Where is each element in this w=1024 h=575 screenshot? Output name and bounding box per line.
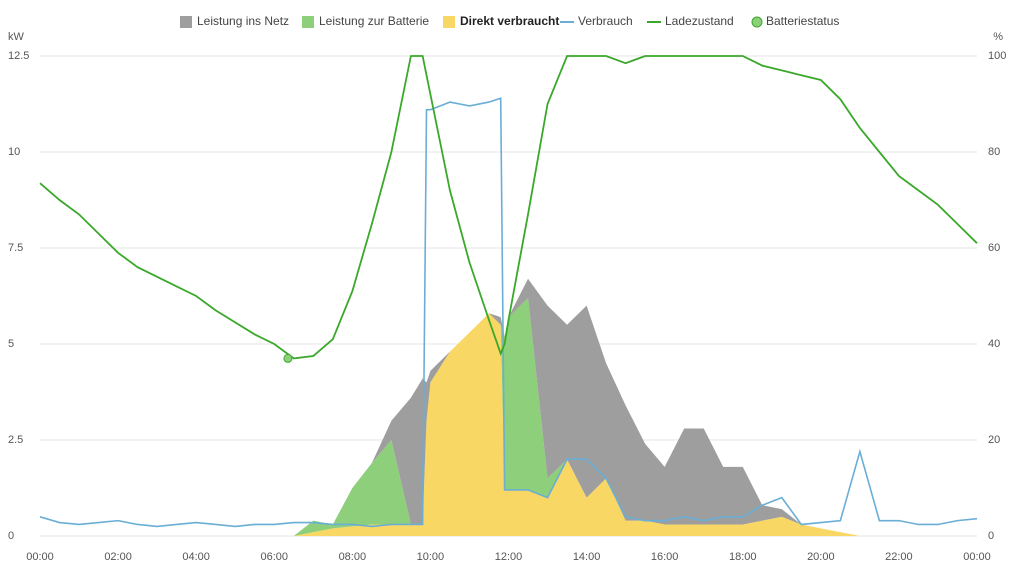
y2-tick-label: 40 bbox=[988, 338, 1000, 350]
y2-tick-label: 100 bbox=[988, 50, 1006, 62]
legend-swatch bbox=[751, 16, 763, 28]
x-tick-label: 18:00 bbox=[729, 551, 757, 563]
y-tick-label: 5 bbox=[8, 338, 14, 350]
y-axis-label: kW bbox=[8, 31, 25, 43]
x-tick-label: 20:00 bbox=[807, 551, 835, 563]
y2-tick-label: 60 bbox=[988, 242, 1000, 254]
y-tick-label: 12.5 bbox=[8, 50, 29, 62]
x-tick-label: 04:00 bbox=[182, 551, 210, 563]
area bbox=[40, 297, 977, 536]
y2-tick-label: 0 bbox=[988, 530, 994, 542]
legend-label: Batteriestatus bbox=[766, 14, 839, 28]
line bbox=[39, 97, 978, 528]
x-tick-label: 00:00 bbox=[963, 551, 991, 563]
x-tick-label: 08:00 bbox=[339, 551, 367, 563]
legend-label: Leistung ins Netz bbox=[197, 14, 289, 28]
line bbox=[39, 55, 978, 360]
y2-tick-label: 80 bbox=[988, 146, 1000, 158]
legend-label: Leistung zur Batterie bbox=[319, 14, 429, 28]
y2-axis-label: % bbox=[993, 31, 1003, 43]
area bbox=[40, 313, 977, 536]
legend-label: Ladezustand bbox=[665, 14, 734, 28]
x-tick-label: 22:00 bbox=[885, 551, 913, 563]
y-tick-label: 7.5 bbox=[8, 242, 23, 254]
point bbox=[283, 353, 293, 363]
legend-label: Verbrauch bbox=[578, 14, 633, 28]
y-tick-label: 2.5 bbox=[8, 434, 23, 446]
y2-tick-label: 20 bbox=[988, 434, 1000, 446]
legend-swatch bbox=[302, 16, 314, 28]
legend-swatch bbox=[443, 16, 455, 28]
x-tick-label: 12:00 bbox=[495, 551, 523, 563]
area bbox=[40, 278, 977, 536]
x-tick-label: 00:00 bbox=[26, 551, 54, 563]
x-tick-label: 14:00 bbox=[573, 551, 601, 563]
legend-swatch bbox=[180, 16, 192, 28]
x-tick-label: 02:00 bbox=[104, 551, 132, 563]
x-tick-label: 10:00 bbox=[417, 551, 445, 563]
y-tick-label: 10 bbox=[8, 146, 20, 158]
x-tick-label: 16:00 bbox=[651, 551, 679, 563]
x-tick-label: 06:00 bbox=[260, 551, 288, 563]
legend-label: Direkt verbraucht bbox=[460, 14, 559, 28]
y-tick-label: 0 bbox=[8, 530, 14, 542]
